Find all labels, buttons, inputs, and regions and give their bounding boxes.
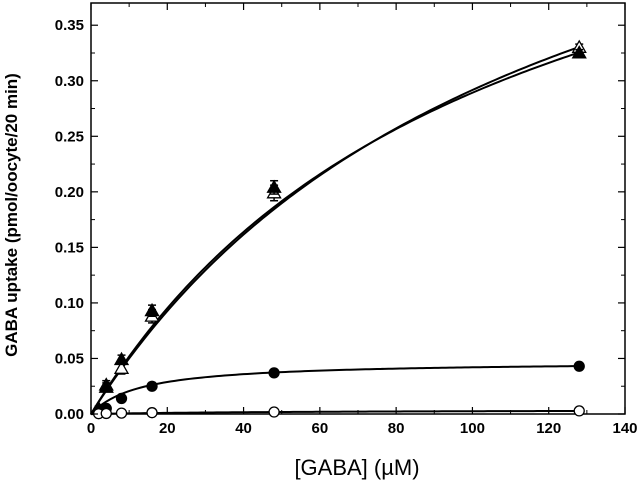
data-point-circle-open [100, 407, 112, 420]
x-tick-label: 40 [235, 420, 252, 437]
data-point-circle-filled [146, 380, 158, 392]
data-point-circle-filled [268, 367, 280, 379]
data-point-triangle-filled [98, 379, 114, 393]
data-point-circle-open [115, 407, 128, 419]
x-tick-label: 120 [536, 420, 561, 437]
y-tick-label: 0.05 [55, 350, 84, 367]
x-tick-label: 100 [460, 420, 485, 437]
fit-curve-4 [90, 409, 580, 415]
y-axis-label: GABA uptake (pmol/oocyte/20 min) [2, 73, 21, 357]
x-tick-label: 80 [388, 420, 405, 437]
y-tick-label: 0.25 [55, 128, 84, 145]
fit-curve-2 [90, 51, 580, 415]
x-tick-label: 0 [87, 420, 95, 437]
plot-area [90, 2, 626, 420]
data-point-circle-open [146, 407, 158, 419]
data-point-triangle-filled [144, 302, 160, 317]
data-point-circle-open [573, 405, 585, 417]
x-tick-label: 140 [612, 420, 637, 437]
data-point-triangle-filled [113, 351, 130, 366]
y-tick-label: 0.00 [55, 406, 84, 423]
y-tick-label: 0.10 [55, 295, 84, 312]
y-tick-label: 0.15 [55, 239, 84, 256]
data-point-triangle-filled [266, 179, 282, 193]
x-axis-label: [GABA] (µM) [294, 455, 419, 480]
y-tick-label: 0.35 [55, 17, 84, 34]
y-tick-label: 0.30 [55, 73, 84, 90]
data-point-circle-open [268, 406, 280, 418]
x-tick-label: 60 [312, 420, 329, 437]
y-axis: 0.00 0.05 0.10 0.15 0.20 0.25 0.30 0.35 [55, 17, 625, 423]
fit-curve-3 [90, 365, 580, 415]
data-point-triangle-filled [571, 45, 587, 59]
data-point-circle-filled [115, 392, 128, 405]
data-point-circle-filled [573, 360, 585, 372]
x-axis: 0 20 40 60 80 100 120 140 [87, 3, 638, 437]
y-tick-label: 0.20 [55, 184, 84, 201]
x-tick-label: 20 [159, 420, 176, 437]
fit-curve-1 [90, 45, 580, 415]
data-point-triangle-open [113, 360, 130, 374]
